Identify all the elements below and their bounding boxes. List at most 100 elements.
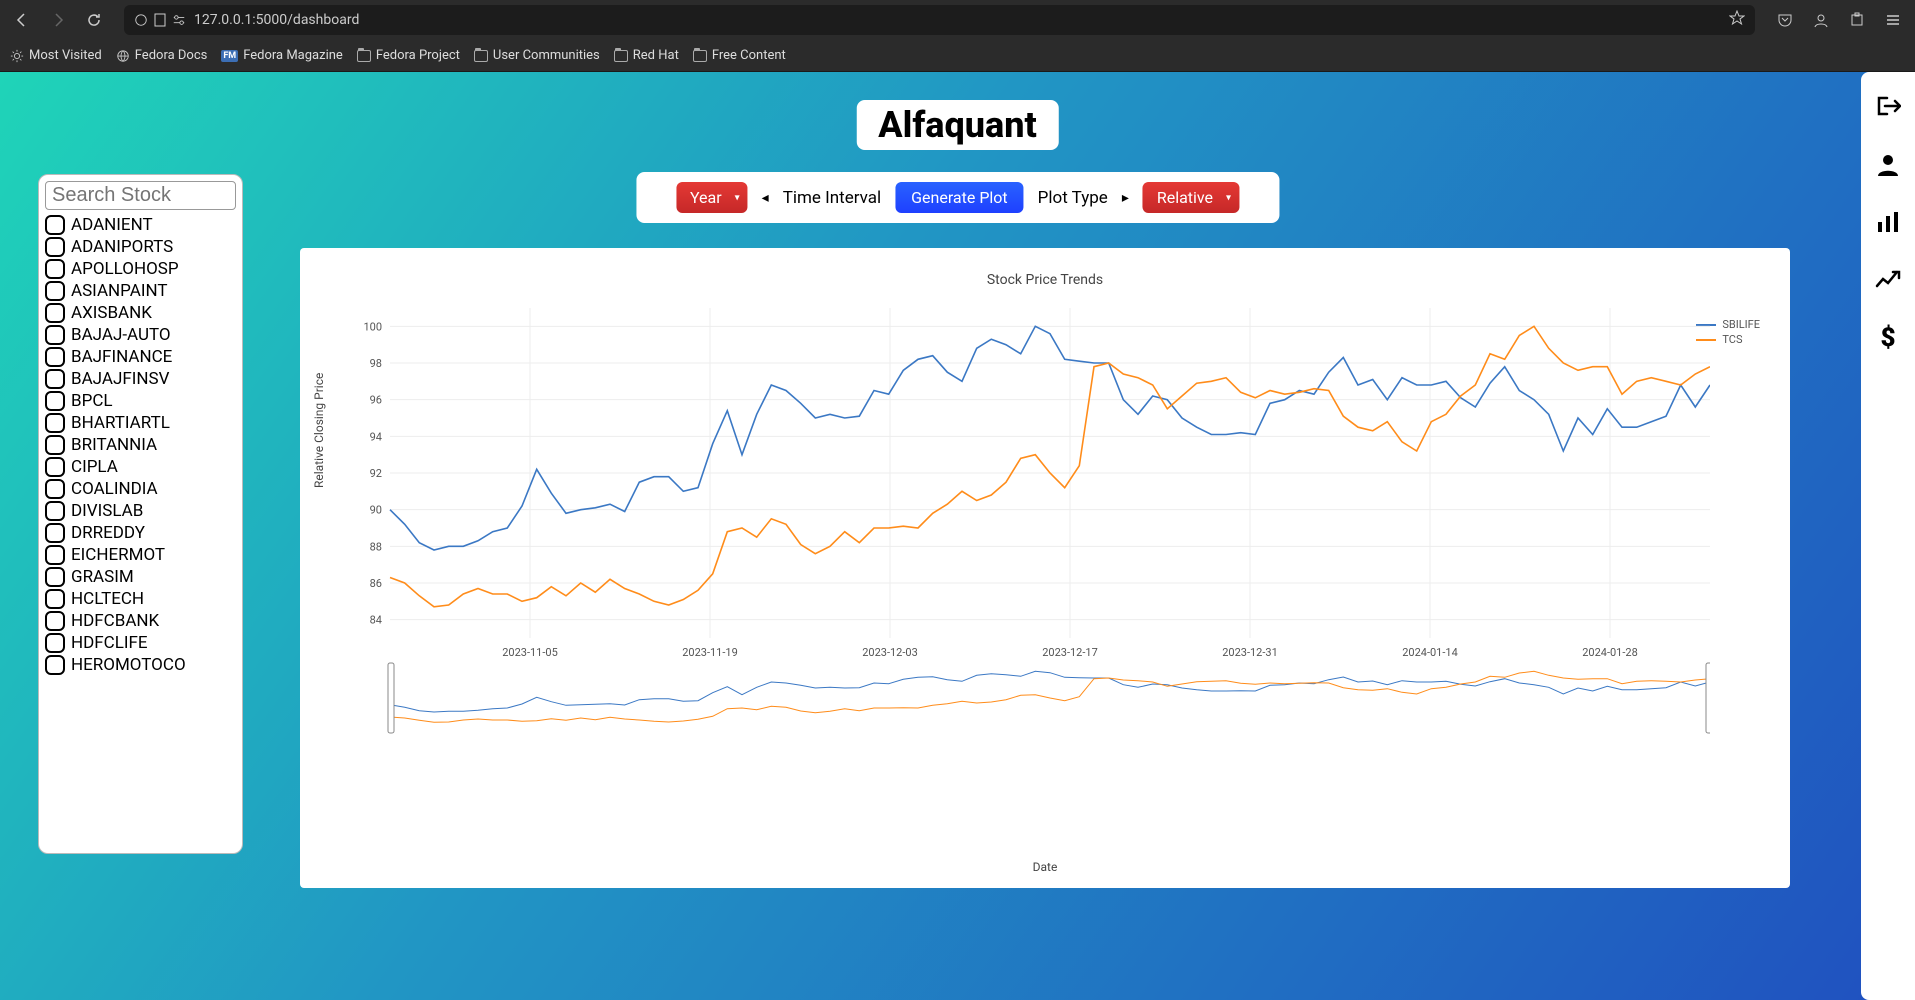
stock-checkbox[interactable] <box>45 457 65 477</box>
stock-row[interactable]: HEROMOTOCO <box>45 654 236 676</box>
chart-panel: Stock Price Trends Relative Closing Pric… <box>300 248 1790 888</box>
stock-checkbox[interactable] <box>45 347 65 367</box>
stock-row[interactable]: GRASIM <box>45 566 236 588</box>
stock-checkbox[interactable] <box>45 633 65 653</box>
svg-text:100: 100 <box>363 320 382 333</box>
stock-row[interactable]: BHARTIARTL <box>45 412 236 434</box>
url-bar[interactable]: 127.0.0.1:5000/dashboard <box>124 5 1755 35</box>
svg-text:90: 90 <box>370 504 382 517</box>
extensions-icon[interactable] <box>1843 6 1871 34</box>
url-text: 127.0.0.1:5000/dashboard <box>194 12 359 28</box>
stock-row[interactable]: CIPLA <box>45 456 236 478</box>
svg-text:2024-01-14: 2024-01-14 <box>1402 646 1458 659</box>
stock-checkbox[interactable] <box>45 259 65 279</box>
bookmark-item[interactable]: Most Visited <box>10 48 102 63</box>
svg-text:2023-11-19: 2023-11-19 <box>682 646 738 659</box>
stock-checkbox[interactable] <box>45 215 65 235</box>
stock-checkbox[interactable] <box>45 435 65 455</box>
bookmark-item[interactable]: Fedora Docs <box>116 48 208 63</box>
stock-row[interactable]: ADANIENT <box>45 214 236 236</box>
stock-checkbox[interactable] <box>45 237 65 257</box>
stock-row[interactable]: EICHERMOT <box>45 544 236 566</box>
stock-row[interactable]: BAJFINANCE <box>45 346 236 368</box>
chevron-right-icon: ▸ <box>1122 190 1129 206</box>
svg-text:94: 94 <box>370 430 382 443</box>
settings-icon <box>172 13 186 27</box>
stock-checkbox[interactable] <box>45 303 65 323</box>
stock-list: ADANIENTADANIPORTSAPOLLOHOSPASIANPAINTAX… <box>45 214 236 676</box>
stock-label: HEROMOTOCO <box>71 655 186 675</box>
forward-button[interactable] <box>44 6 72 34</box>
stock-label: BRITANNIA <box>71 435 157 455</box>
stock-row[interactable]: COALINDIA <box>45 478 236 500</box>
bar-chart-icon[interactable] <box>1872 206 1904 238</box>
stock-checkbox[interactable] <box>45 589 65 609</box>
stock-checkbox[interactable] <box>45 523 65 543</box>
reload-button[interactable] <box>80 6 108 34</box>
stock-label: DRREDDY <box>71 523 145 543</box>
stock-label: HDFCLIFE <box>71 633 148 653</box>
chart-svg[interactable]: 84868890929496981002023-11-052023-11-192… <box>350 308 1710 768</box>
stock-row[interactable]: ASIANPAINT <box>45 280 236 302</box>
stock-checkbox[interactable] <box>45 567 65 587</box>
hamburger-icon[interactable] <box>1879 6 1907 34</box>
stock-row[interactable]: DIVISLAB <box>45 500 236 522</box>
search-input[interactable] <box>45 181 236 210</box>
dollar-icon[interactable]: $ <box>1872 322 1904 354</box>
stock-label: BAJAJ-AUTO <box>71 325 171 345</box>
stock-checkbox[interactable] <box>45 501 65 521</box>
generate-plot-button[interactable]: Generate Plot <box>895 182 1024 213</box>
time-interval-label: Time Interval <box>783 188 881 208</box>
stock-row[interactable]: BAJAJFINSV <box>45 368 236 390</box>
bookmark-item[interactable]: Free Content <box>693 48 786 63</box>
logout-icon[interactable] <box>1872 90 1904 122</box>
bookmark-label: Fedora Magazine <box>243 48 343 63</box>
stock-label: BPCL <box>71 391 113 411</box>
stock-checkbox[interactable] <box>45 325 65 345</box>
stock-row[interactable]: ADANIPORTS <box>45 236 236 258</box>
account-icon[interactable] <box>1807 6 1835 34</box>
stock-checkbox[interactable] <box>45 391 65 411</box>
stock-row[interactable]: APOLLOHOSP <box>45 258 236 280</box>
trend-icon[interactable] <box>1872 264 1904 296</box>
bookmark-item[interactable]: User Communities <box>474 48 600 63</box>
svg-text:$: $ <box>1880 324 1895 352</box>
svg-text:92: 92 <box>370 467 382 480</box>
stock-checkbox[interactable] <box>45 479 65 499</box>
stock-checkbox[interactable] <box>45 655 65 675</box>
stock-label: EICHERMOT <box>71 545 165 565</box>
stock-row[interactable]: BRITANNIA <box>45 434 236 456</box>
stock-row[interactable]: BPCL <box>45 390 236 412</box>
stock-label: ASIANPAINT <box>71 281 168 301</box>
stock-row[interactable]: HCLTECH <box>45 588 236 610</box>
stock-row[interactable]: BAJAJ-AUTO <box>45 324 236 346</box>
pocket-icon[interactable] <box>1771 6 1799 34</box>
browser-right-icons <box>1771 6 1907 34</box>
stock-checkbox[interactable] <box>45 611 65 631</box>
stock-row[interactable]: HDFCBANK <box>45 610 236 632</box>
stock-row[interactable]: AXISBANK <box>45 302 236 324</box>
bookmark-label: Fedora Docs <box>135 48 208 63</box>
stock-checkbox[interactable] <box>45 369 65 389</box>
stock-label: GRASIM <box>71 567 134 587</box>
back-button[interactable] <box>8 6 36 34</box>
page-icon <box>154 13 166 27</box>
stock-label: ADANIPORTS <box>71 237 173 257</box>
svg-text:2023-12-03: 2023-12-03 <box>862 646 918 659</box>
stock-checkbox[interactable] <box>45 545 65 565</box>
bookmark-item[interactable]: FMFedora Magazine <box>221 48 342 63</box>
stock-label: ADANIENT <box>71 215 153 235</box>
stock-row[interactable]: HDFCLIFE <box>45 632 236 654</box>
stock-checkbox[interactable] <box>45 413 65 433</box>
bookmark-star-icon[interactable] <box>1729 10 1745 30</box>
bookmark-item[interactable]: Fedora Project <box>357 48 460 63</box>
svg-text:2024-01-28: 2024-01-28 <box>1582 646 1638 659</box>
plot-type-dropdown[interactable]: Relative <box>1143 182 1239 213</box>
stock-row[interactable]: DRREDDY <box>45 522 236 544</box>
user-icon[interactable] <box>1872 148 1904 180</box>
time-interval-dropdown[interactable]: Year <box>676 182 748 213</box>
y-axis-label: Relative Closing Price <box>312 373 326 488</box>
bookmark-item[interactable]: Red Hat <box>614 48 679 63</box>
svg-text:2023-12-31: 2023-12-31 <box>1222 646 1278 659</box>
stock-checkbox[interactable] <box>45 281 65 301</box>
